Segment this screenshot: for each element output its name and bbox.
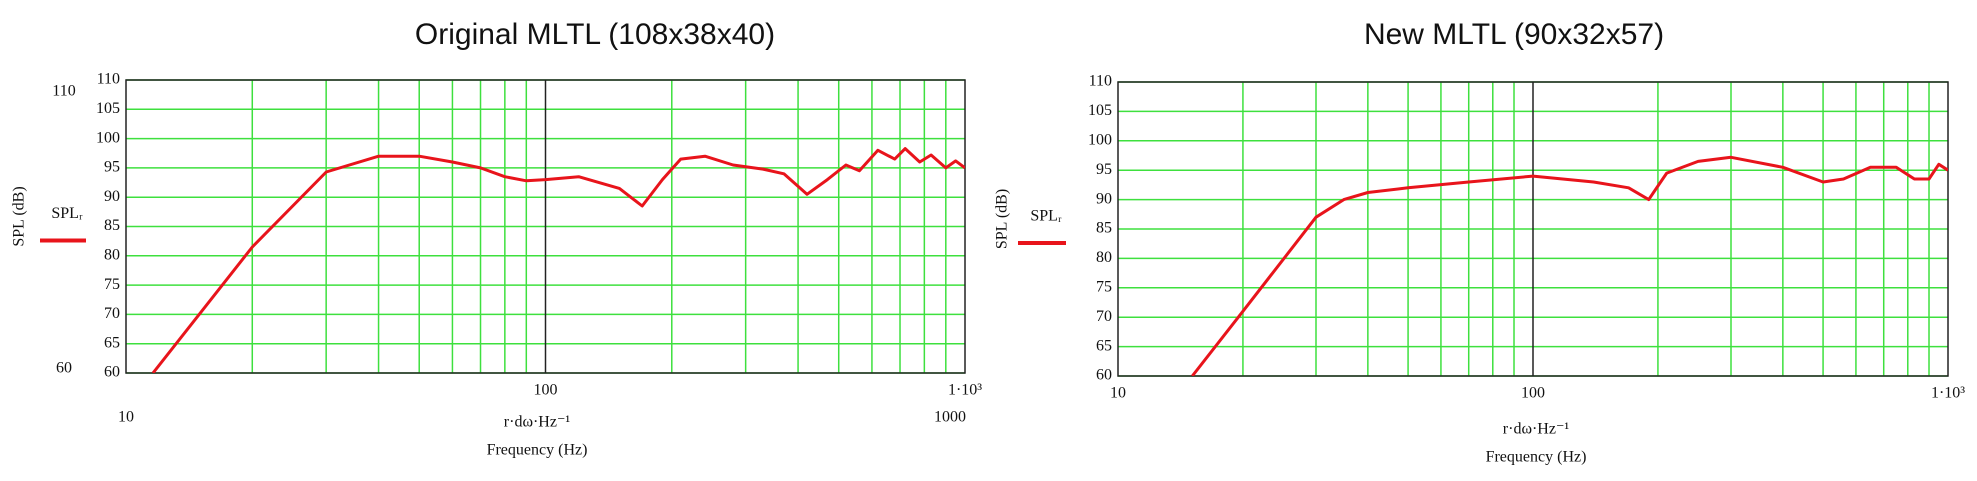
x-tick-label: 100 — [534, 382, 558, 399]
x-axis-label: r·dω·Hz⁻¹ — [1503, 421, 1570, 438]
legend-label: SPLᵣ — [51, 205, 83, 222]
y-tick-label: 100 — [1088, 131, 1112, 148]
x-tick-label: 100 — [1521, 385, 1545, 402]
y-limit-label: 110 — [52, 83, 75, 100]
y-tick-label: 85 — [1096, 220, 1112, 237]
x-limit-label: 1000 — [934, 409, 966, 426]
y-tick-label: 110 — [97, 71, 120, 88]
x-tick-label: 1·10³ — [1931, 385, 1965, 402]
y-tick-label: 95 — [1096, 161, 1112, 178]
plot-frame — [1117, 81, 1949, 377]
y-tick-label: 110 — [1089, 73, 1112, 90]
y-tick-label: 85 — [104, 217, 120, 234]
legend-label: SPLᵣ — [1030, 208, 1062, 225]
y-tick-label: 75 — [1096, 278, 1112, 295]
y-tick-label: 100 — [96, 129, 120, 146]
y-tick-label: 60 — [104, 364, 120, 381]
y-tick-label: 60 — [1096, 367, 1112, 384]
y-tick-label: 65 — [104, 334, 120, 351]
y-tick-label: 90 — [1096, 190, 1112, 207]
x-tick-label: 1·10³ — [948, 382, 982, 399]
y-tick-label: 75 — [104, 276, 120, 293]
y-tick-label: 95 — [104, 159, 120, 176]
y-tick-label: 70 — [104, 305, 120, 322]
x-axis-label: Frequency (Hz) — [1486, 449, 1587, 466]
plot-frame — [125, 79, 966, 374]
chart-title: Original MLTL (108x38x40) — [415, 18, 775, 51]
y-axis-label: SPL (dB) — [994, 189, 1011, 249]
y-axis-label: SPL (dB) — [11, 186, 28, 246]
x-tick-label: 10 — [1110, 385, 1126, 402]
y-tick-label: 80 — [1096, 249, 1112, 266]
y-limit-label: 60 — [56, 360, 72, 377]
x-axis-label: r·dω·Hz⁻¹ — [504, 414, 571, 431]
y-tick-label: 90 — [104, 188, 120, 205]
y-tick-label: 80 — [104, 246, 120, 263]
chart-title: New MLTL (90x32x57) — [1364, 18, 1664, 51]
y-tick-label: 105 — [1088, 102, 1112, 119]
y-tick-label: 70 — [1096, 308, 1112, 325]
series-line — [1191, 155, 1948, 376]
x-limit-label: 10 — [118, 409, 134, 426]
x-axis-label: Frequency (Hz) — [487, 442, 588, 459]
y-tick-label: 105 — [96, 100, 120, 117]
series-line — [151, 147, 965, 373]
y-tick-label: 65 — [1096, 337, 1112, 354]
